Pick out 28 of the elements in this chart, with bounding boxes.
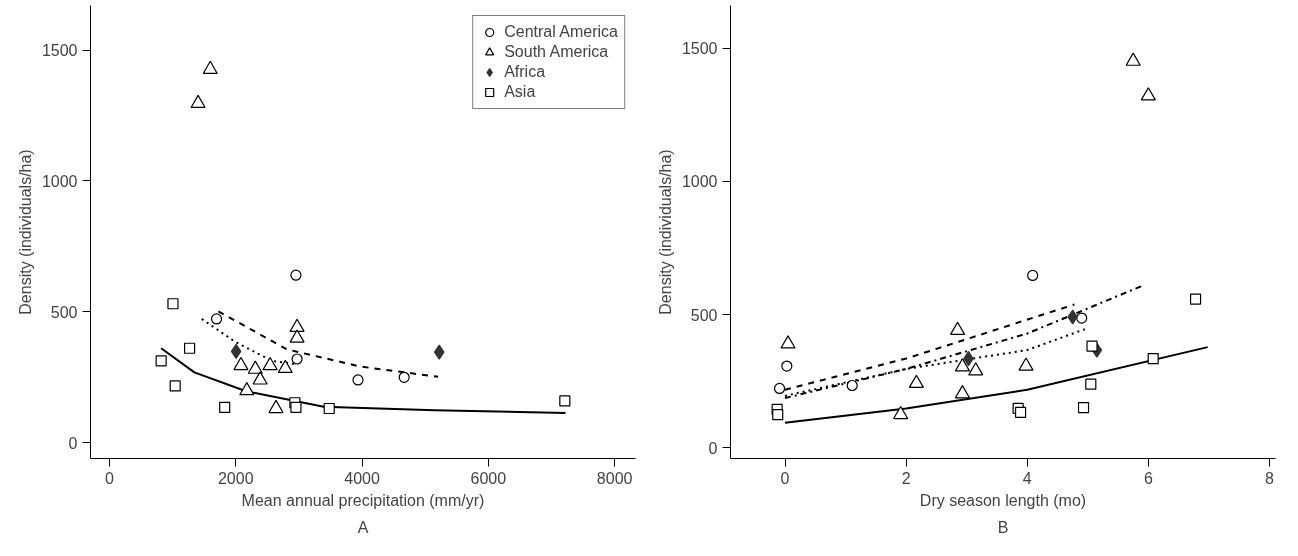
legend-label: Africa — [504, 63, 546, 81]
y-tick-label: 500 — [690, 306, 718, 324]
x-tick-label: 4000 — [344, 469, 380, 487]
y-tick-label: 1500 — [681, 40, 718, 58]
y-axis-title: Density (individuals/ha) — [656, 149, 674, 315]
x-tick-label: 0 — [105, 469, 114, 487]
x-tick-label: 4 — [1022, 469, 1032, 487]
y-tick-label: 0 — [708, 439, 718, 457]
x-tick-label: 8 — [1265, 469, 1274, 487]
text: B — [997, 518, 1009, 536]
y-axis-title: Density (individuals/ha) — [16, 149, 34, 315]
x-tick-label: 2 — [901, 469, 911, 487]
x-tick-label: 2000 — [217, 469, 254, 487]
y-tick-label: 0 — [68, 434, 78, 452]
x-axis-title: Mean annual precipitation (mm/yr) — [241, 491, 485, 509]
x-tick-label: 0 — [780, 469, 790, 487]
x-tick-label: 6 — [1143, 469, 1153, 487]
legend-label: Asia — [504, 83, 536, 101]
x-tick-label: 8000 — [596, 469, 633, 487]
legend-label: South America — [504, 43, 609, 61]
y-tick-label: 1000 — [41, 172, 78, 190]
y-tick-label: 1500 — [41, 42, 78, 60]
x-axis-title: Dry season length (mo) — [919, 491, 1087, 509]
y-tick-label: 1000 — [681, 173, 718, 191]
text: A — [357, 518, 369, 536]
y-tick-label: 500 — [50, 303, 78, 321]
legend-label: Central America — [504, 23, 618, 41]
x-tick-label: 6000 — [470, 469, 507, 487]
